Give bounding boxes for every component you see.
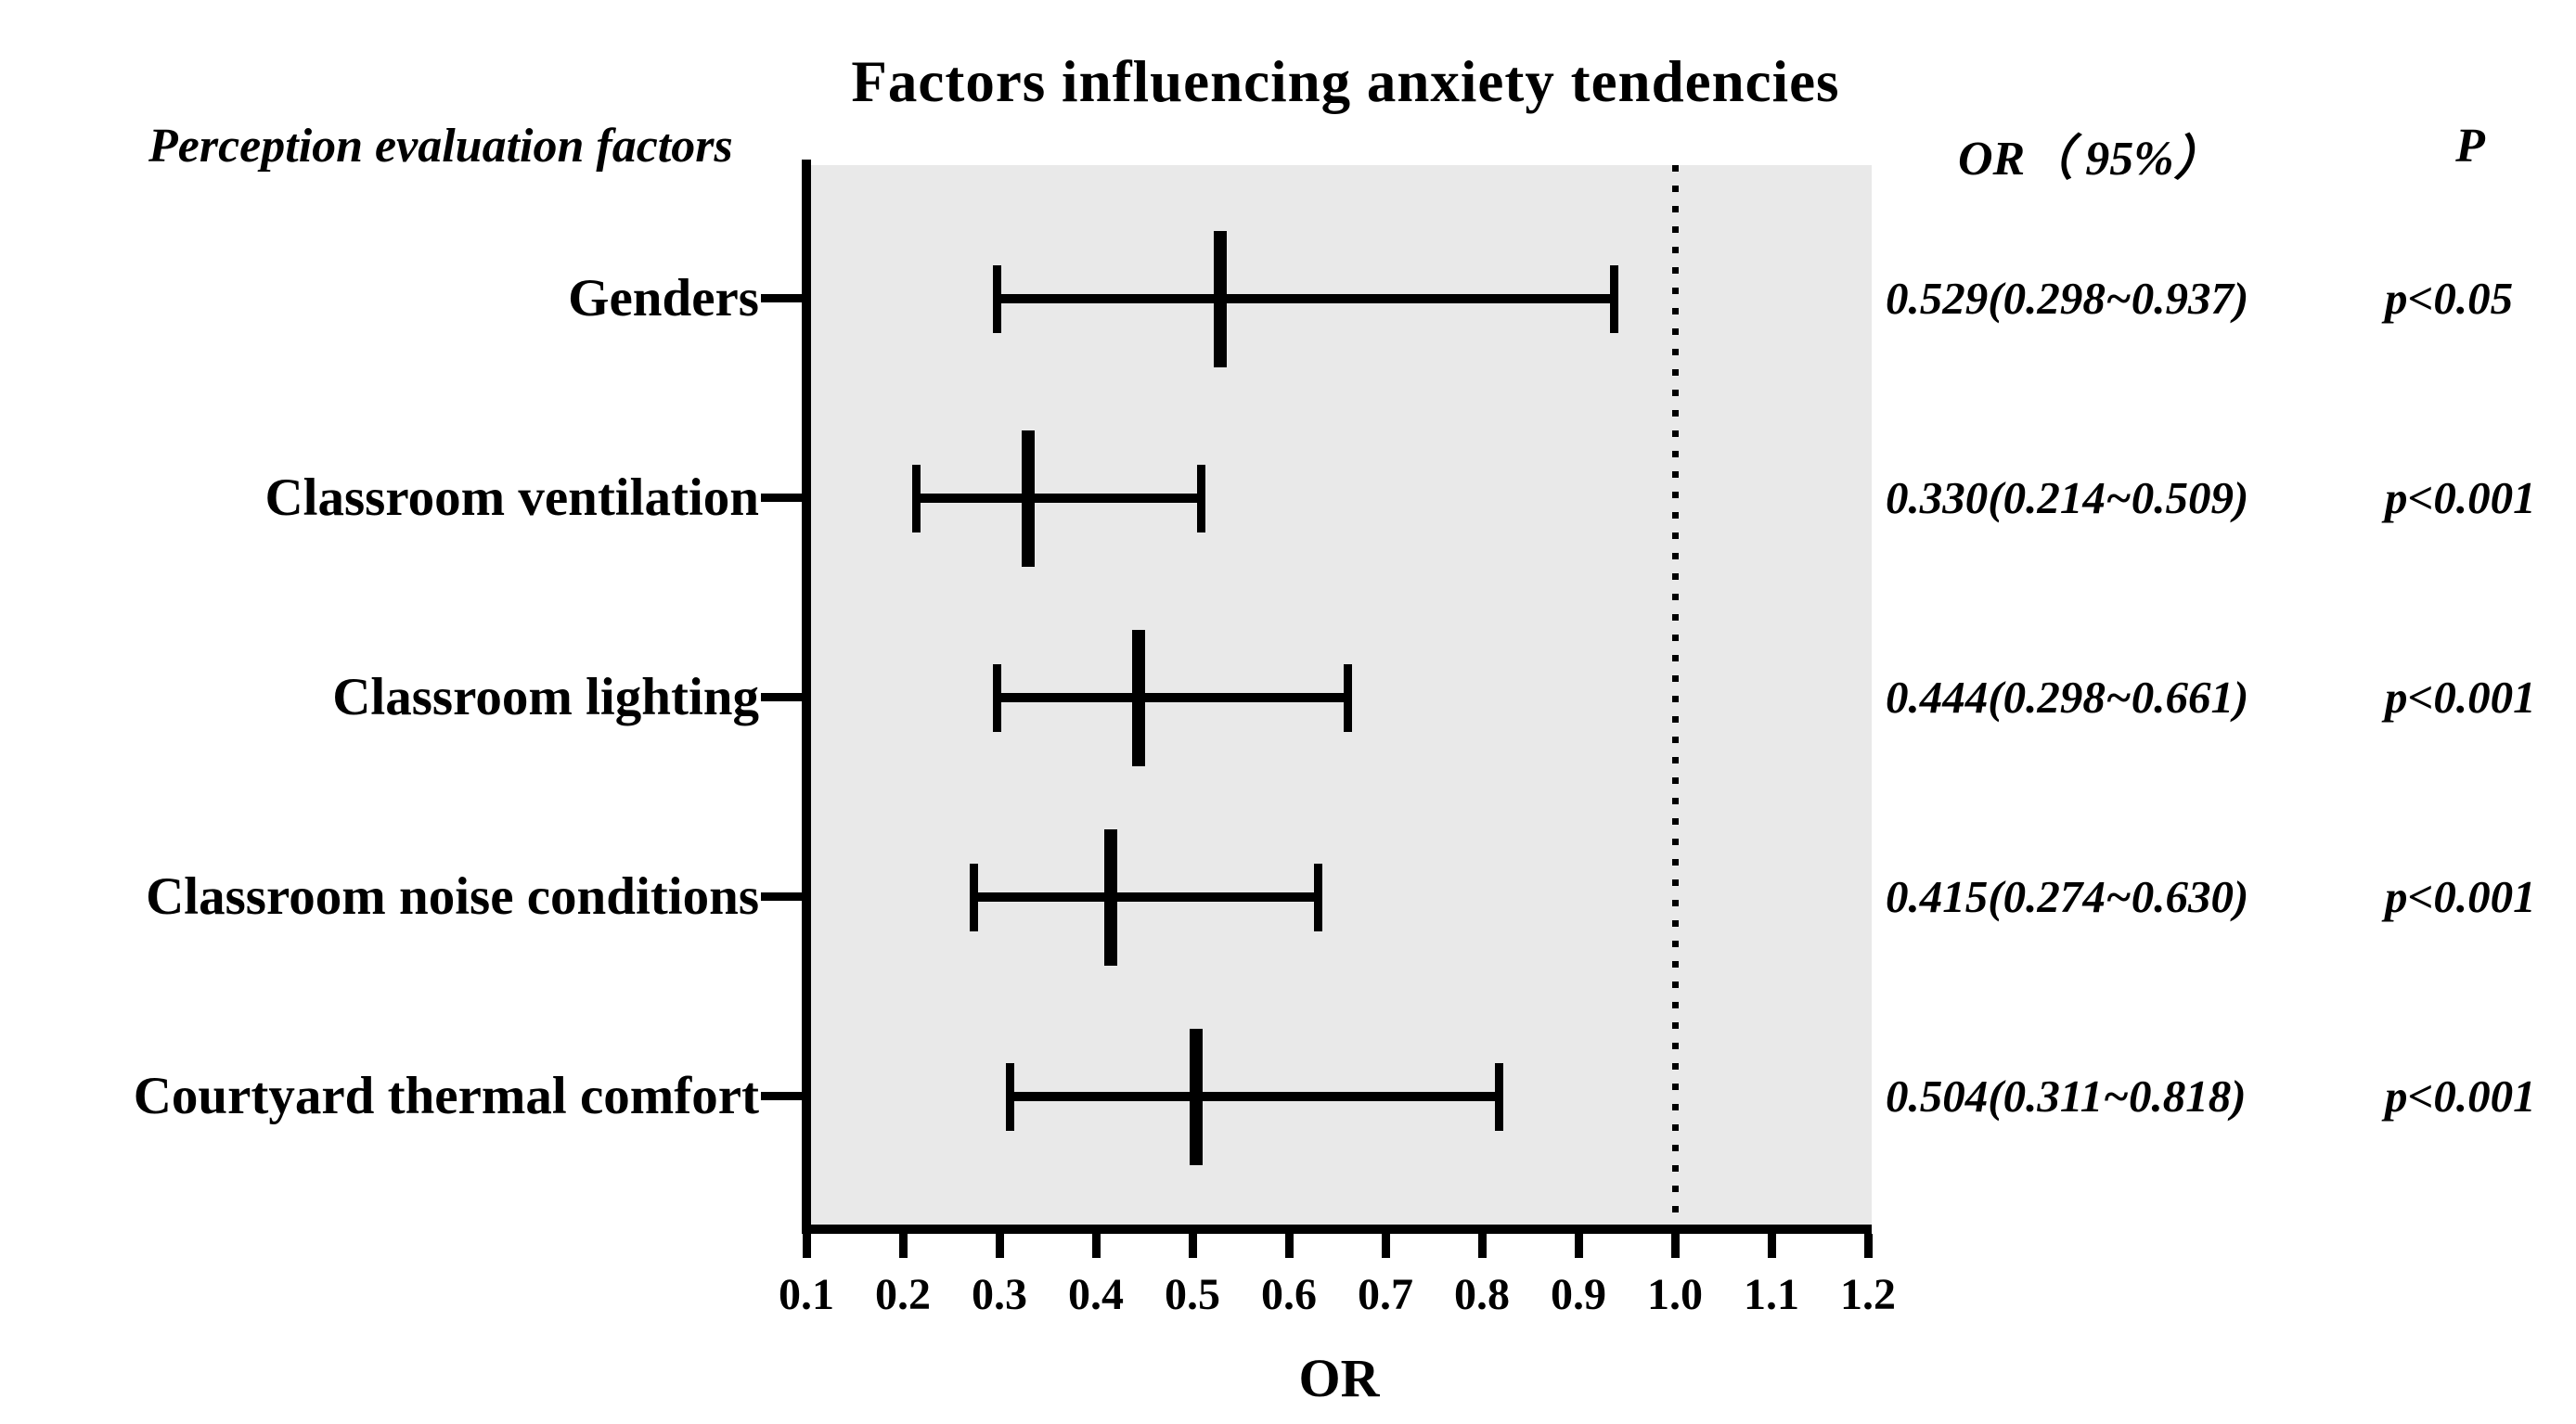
ci-cap-low: [993, 264, 1002, 333]
x-tick-mark: [802, 1234, 811, 1258]
x-tick-mark: [1767, 1234, 1776, 1258]
ci-cap-high: [1495, 1062, 1504, 1131]
or-ci-value: 0.444(0.298~0.661): [1886, 672, 2249, 723]
x-tick-label: 1.2: [1840, 1270, 1896, 1319]
x-tick-mark: [898, 1234, 908, 1258]
x-tick-label: 0.7: [1358, 1270, 1413, 1319]
reference-line-or-1: [1672, 165, 1679, 1225]
row-label: Classroom noise conditions: [146, 867, 759, 926]
or-point-marker: [1214, 230, 1228, 367]
chart-title: Factors influencing anxiety tendencies: [851, 49, 1840, 114]
category-tick: [761, 494, 805, 502]
x-axis-line: [802, 1225, 1872, 1234]
x-tick-label: 1.1: [1744, 1270, 1799, 1319]
ci-cap-high: [1609, 264, 1618, 333]
row-label: Classroom lighting: [332, 668, 759, 726]
x-tick-mark: [1381, 1234, 1390, 1258]
column-header-or-ci: OR（ 95%）: [1958, 133, 2222, 186]
column-header-factors: Perception evaluation factors: [148, 120, 733, 173]
row-label: Courtyard thermal comfort: [133, 1067, 759, 1125]
p-value: p<0.05: [2385, 273, 2514, 324]
ci-cap-low: [970, 863, 979, 931]
x-tick-label: 0.4: [1068, 1270, 1124, 1319]
x-tick-mark: [995, 1234, 1004, 1258]
category-tick: [761, 294, 805, 302]
x-tick-mark: [1284, 1234, 1294, 1258]
x-tick-label: 0.8: [1454, 1270, 1510, 1319]
ci-cap-low: [1005, 1062, 1014, 1131]
x-tick-label: 0.9: [1551, 1270, 1606, 1319]
x-tick-label: 1.0: [1647, 1270, 1703, 1319]
column-header-p: P: [2455, 120, 2485, 173]
x-tick-label: 0.3: [972, 1270, 1027, 1319]
x-tick-mark: [1091, 1234, 1101, 1258]
y-axis-line: [802, 160, 811, 1234]
category-tick: [761, 1092, 805, 1100]
or-point-marker: [1022, 430, 1036, 567]
row-label: Classroom ventilation: [264, 468, 759, 527]
p-value: p<0.001: [2385, 1071, 2536, 1122]
p-value: p<0.001: [2385, 472, 2536, 523]
x-tick-label: 0.6: [1261, 1270, 1317, 1319]
row-label: Genders: [568, 269, 759, 327]
x-tick-label: 0.2: [875, 1270, 931, 1319]
ci-cap-high: [1343, 663, 1352, 732]
ci-cap-high: [1196, 464, 1205, 532]
or-point-marker: [1131, 629, 1145, 766]
ci-line: [1010, 1092, 1500, 1101]
or-ci-value: 0.504(0.311~0.818): [1886, 1071, 2247, 1122]
ci-line: [997, 693, 1348, 702]
x-tick-label: 0.5: [1165, 1270, 1220, 1319]
x-tick-label: 0.1: [779, 1270, 834, 1319]
category-tick: [761, 693, 805, 701]
ci-cap-low: [993, 663, 1002, 732]
x-tick-mark: [1477, 1234, 1487, 1258]
ci-cap-low: [912, 464, 921, 532]
ci-line: [997, 294, 1615, 303]
x-tick-mark: [1863, 1234, 1873, 1258]
x-tick-mark: [1670, 1234, 1680, 1258]
p-value: p<0.001: [2385, 871, 2536, 922]
p-value: p<0.001: [2385, 672, 2536, 723]
ci-line: [973, 892, 1319, 902]
or-ci-value: 0.529(0.298~0.937): [1886, 273, 2249, 324]
x-tick-mark: [1188, 1234, 1197, 1258]
or-ci-value: 0.330(0.214~0.509): [1886, 472, 2249, 523]
ci-cap-high: [1313, 863, 1322, 931]
category-tick: [761, 892, 805, 901]
or-point-marker: [1103, 828, 1117, 966]
x-axis-title: OR: [1298, 1348, 1380, 1408]
or-ci-value: 0.415(0.274~0.630): [1886, 871, 2249, 922]
or-point-marker: [1190, 1028, 1204, 1165]
ci-line: [916, 494, 1202, 503]
x-tick-mark: [1574, 1234, 1583, 1258]
